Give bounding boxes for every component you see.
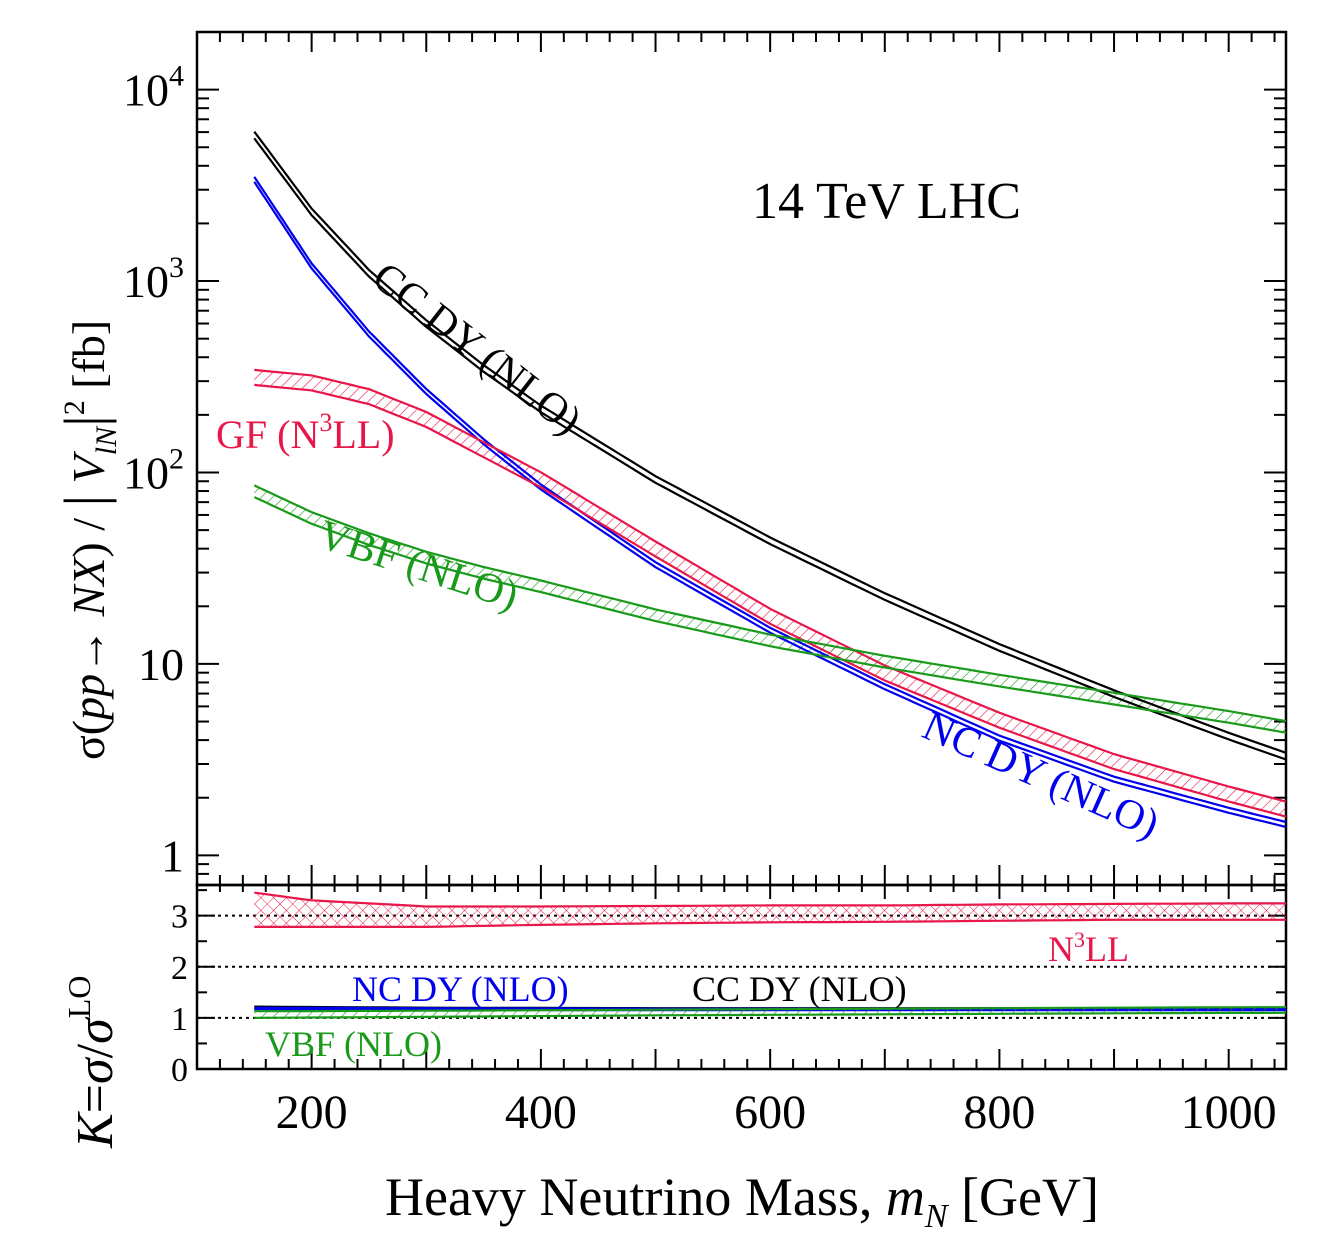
x-tick-labels: 200 400 600 800 1000	[276, 1086, 1277, 1139]
y-tick-label: 102	[123, 442, 184, 498]
upper-y-axis-label: σ(pp→ NX) / | VlN|2 [fb]	[52, 320, 123, 760]
gf-label: GF (N3LL)	[216, 408, 395, 457]
lower-axis-ticks	[196, 885, 1286, 1070]
x-tick-label: 200	[276, 1086, 348, 1139]
x-tick-label: 600	[734, 1086, 806, 1139]
k-tick-label: 2	[171, 950, 188, 987]
k-band	[254, 1007, 1286, 1018]
lower-bands	[254, 891, 1287, 1019]
lower-y-tick-labels: 0 1 2 3	[171, 899, 188, 1089]
series-band	[254, 369, 1286, 817]
k-tick-label: 3	[171, 899, 188, 936]
x-axis-label: Heavy Neutrino Mass, mN [GeV]	[385, 1167, 1099, 1235]
series-line	[253, 131, 1287, 754]
upper-series-lines	[253, 131, 1287, 829]
k-tick-label: 1	[171, 1001, 188, 1038]
upper-axis-ticks	[196, 31, 1286, 886]
upper-bands	[254, 369, 1286, 817]
y-tick-label: 103	[123, 251, 184, 307]
series-line	[253, 496, 1287, 734]
k-line	[254, 891, 1286, 908]
k-tick-label: 0	[171, 1052, 188, 1089]
series-line	[254, 383, 1287, 818]
y-tick-label: 1	[161, 830, 184, 881]
x-tick-label: 400	[505, 1086, 577, 1139]
series-line	[253, 181, 1287, 829]
k-line	[254, 1011, 1287, 1019]
lower-y-axis-label: K=σ/σLO	[61, 976, 124, 1149]
nc-dy-label: NC DY (NLO)	[916, 703, 1166, 848]
series-line	[254, 368, 1287, 803]
k-line	[254, 1006, 1286, 1013]
x-tick-label: 800	[963, 1086, 1035, 1139]
chart-title: 14 TeV LHC	[752, 173, 1021, 230]
lower-panel: 0 1 2 3 N3LL NC DY (NLO) CC DY (NLO) VBF (N…	[61, 883, 1288, 1149]
k-n3ll-label: N3LL	[1048, 927, 1129, 969]
k-line	[254, 918, 1286, 928]
series-band	[254, 485, 1286, 733]
series-line	[253, 176, 1287, 824]
x-tick-label: 1000	[1181, 1086, 1277, 1139]
k-vbf-label: VBF (NLO)	[265, 1024, 442, 1064]
y-tick-label: 104	[123, 60, 184, 116]
k-nc-dy-label: NC DY (NLO)	[352, 969, 569, 1009]
series-line	[253, 137, 1287, 761]
lower-plot-frame	[195, 883, 1288, 1071]
vbf-label: VBF (NLO)	[313, 512, 524, 620]
y-tick-label: 10	[138, 639, 184, 690]
series-line	[253, 484, 1287, 723]
k-band	[254, 892, 1286, 927]
k-cc-dy-label: CC DY (NLO)	[692, 969, 907, 1009]
